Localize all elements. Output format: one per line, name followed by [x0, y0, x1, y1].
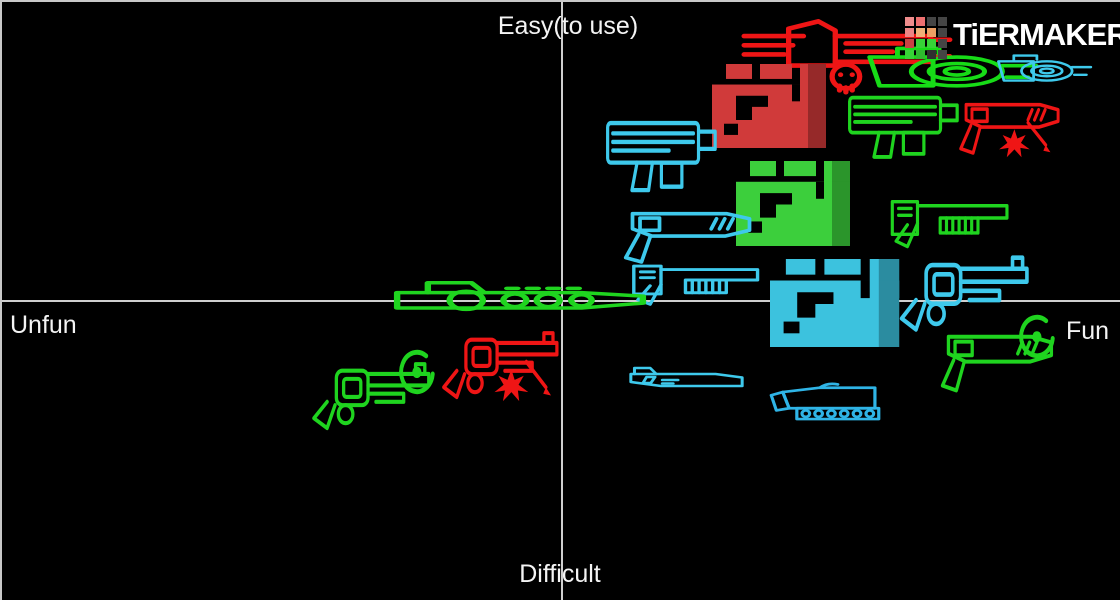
weapon-green-machine-gun[interactable]	[833, 87, 961, 163]
axis-label-fun: Fun	[1066, 317, 1110, 345]
logo-grid-square	[905, 17, 914, 26]
weapon-part-fist	[712, 64, 826, 148]
logo-grid-square	[905, 28, 914, 37]
logo-grid-square	[916, 17, 925, 26]
weapon-part-revolver	[314, 364, 429, 428]
weapon-part-track	[769, 382, 881, 421]
axis-label-easy: Easy(to use)	[497, 12, 639, 40]
axis-label-unfun: Unfun	[10, 311, 77, 339]
logo-grid-square	[927, 17, 936, 26]
weapon-part-railcannon	[397, 283, 643, 310]
tiermaker-logo: TiERMAKER	[905, 15, 1120, 59]
weapon-part-fist	[770, 259, 900, 347]
logo-grid-square	[916, 28, 925, 37]
weapon-part-slab	[629, 366, 744, 388]
weapon-red-fist[interactable]	[712, 64, 832, 148]
logo-grid-square	[938, 39, 947, 48]
logo-grid-square	[916, 39, 925, 48]
weapon-green-pump-shotgun[interactable]	[886, 184, 1012, 252]
tiermaker-logo-grid	[905, 17, 947, 59]
logo-grid-square	[927, 50, 936, 59]
logo-grid-square	[938, 17, 947, 26]
weapon-red-revolver[interactable]	[436, 320, 566, 402]
logo-grid-square	[916, 50, 925, 59]
weapon-green-slab-revolver[interactable]	[926, 316, 1058, 396]
weapon-blue-jackhammer[interactable]	[761, 378, 889, 432]
logo-grid-square	[938, 50, 947, 59]
weapon-green-coin-revolver[interactable]	[306, 351, 438, 433]
weapon-cyan-nailgun[interactable]	[591, 111, 719, 197]
tiermaker-logo-text: TiERMAKER	[953, 17, 1120, 52]
weapon-part-nailgun	[847, 95, 960, 159]
weapon-part-nailgun	[608, 123, 716, 190]
weapon-part-pistol	[940, 334, 1054, 393]
weapon-red-pistol[interactable]	[946, 86, 1064, 160]
canvas-top-border	[0, 0, 1120, 2]
weapon-part-shotgun	[890, 199, 1009, 249]
logo-grid-square	[905, 39, 914, 48]
weapon-part-burst	[495, 362, 552, 401]
weapon-part-shotgun	[632, 264, 760, 307]
logo-grid-square	[927, 28, 936, 37]
weapon-part-sawblade	[997, 54, 1093, 82]
axis-label-difficult: Difficult	[519, 560, 601, 588]
logo-grid-square	[927, 39, 936, 48]
canvas-left-border	[0, 0, 2, 600]
weapon-blue-fist[interactable]	[770, 259, 906, 347]
weapon-cyan-slab-pistol[interactable]	[626, 355, 747, 405]
logo-grid-square	[938, 28, 947, 37]
logo-grid-square	[905, 50, 914, 59]
